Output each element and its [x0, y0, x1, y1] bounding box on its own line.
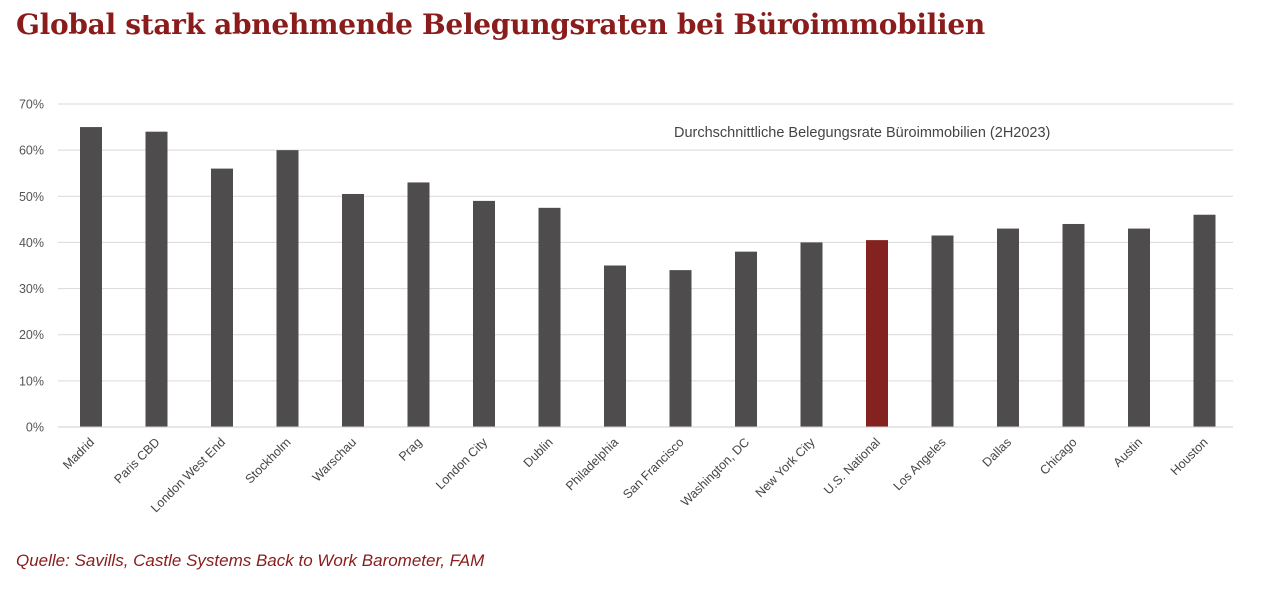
- x-category-label: Paris CBD: [111, 435, 162, 486]
- bar-dublin: [538, 207, 561, 427]
- y-tick-label: 40%: [19, 236, 44, 250]
- x-category-label: U.S. National: [821, 435, 883, 497]
- y-tick-label: 70%: [19, 98, 44, 112]
- x-category-label: Prag: [396, 435, 425, 464]
- bar-chicago: [1062, 223, 1085, 427]
- y-tick-label: 50%: [19, 190, 44, 204]
- y-tick-label: 30%: [19, 282, 44, 296]
- x-category-label: Washington, DC: [678, 435, 752, 509]
- chart-annotation: Durchschnittliche Belegungsrate Büroimmo…: [674, 125, 1050, 141]
- y-tick-label: 10%: [19, 374, 44, 388]
- bar-prag: [407, 182, 430, 427]
- x-category-label: Chicago: [1037, 435, 1079, 477]
- x-category-label: Austin: [1111, 435, 1145, 469]
- bar-philadelphia: [604, 265, 626, 427]
- x-category-label: Houston: [1168, 435, 1211, 478]
- x-category-label: Philadelphia: [563, 435, 621, 493]
- bar-london-city: [473, 200, 495, 427]
- y-tick-label: 0%: [26, 421, 44, 435]
- chart-title: Global stark abnehmende Belegungsraten b…: [16, 8, 985, 41]
- x-category-label: Los Angeles: [891, 435, 949, 493]
- bar-london-west-end: [211, 168, 233, 427]
- bar-dallas: [997, 228, 1019, 427]
- bar-los-angeles: [931, 235, 954, 427]
- y-tick-label: 60%: [19, 144, 44, 158]
- source-note: Quelle: Savills, Castle Systems Back to …: [16, 551, 485, 570]
- x-category-label: Dublin: [521, 435, 556, 470]
- bar-san-francisco: [669, 270, 692, 427]
- bar-houston: [1193, 214, 1216, 427]
- x-category-label: New York City: [753, 435, 818, 500]
- bar-u-s-national: [866, 240, 888, 427]
- bar-austin: [1128, 228, 1150, 427]
- x-category-label: Dallas: [980, 435, 1014, 469]
- bar-madrid: [80, 127, 102, 428]
- bar-warschau: [342, 193, 364, 427]
- bar-stockholm: [276, 150, 299, 427]
- bar-new-york-city: [800, 242, 823, 427]
- x-category-label: Warschau: [310, 435, 359, 484]
- x-category-label: Madrid: [60, 435, 97, 472]
- bar-washington-dc: [735, 251, 757, 427]
- x-category-label: San Francisco: [620, 435, 686, 501]
- x-category-label: Stockholm: [242, 435, 293, 486]
- y-tick-label: 20%: [19, 328, 44, 342]
- bar-paris-cbd: [145, 131, 168, 427]
- x-category-label: London City: [433, 435, 491, 493]
